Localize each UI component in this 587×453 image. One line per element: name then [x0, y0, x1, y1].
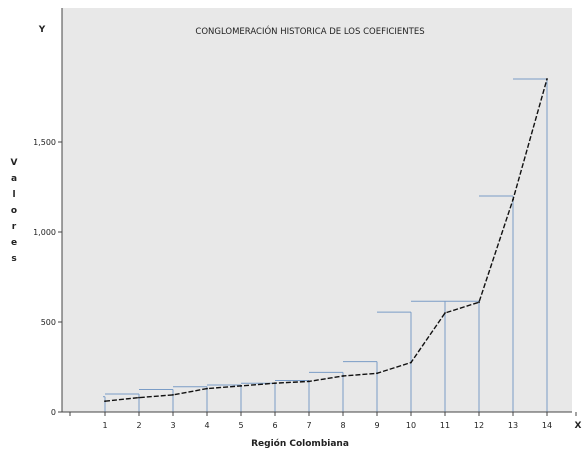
y-axis-letter: Y: [38, 25, 46, 35]
line-point: [342, 375, 344, 377]
x-tick-label: 12: [474, 421, 484, 430]
x-tick-label: 10: [406, 421, 416, 430]
x-ticks-layer: 1 2 3 4 5 6 7 8 9 10 11 12 13 14: [69, 412, 577, 430]
y-tick-label: 500: [41, 318, 56, 327]
line-point: [444, 312, 446, 314]
y-ticks-layer: 0 500 1,000 1,500: [33, 138, 62, 417]
x-tick-label: 1: [102, 421, 107, 430]
chart-title: CONGLOMERACIÓN HISTORICA DE LOS COEFICIE…: [195, 25, 424, 37]
x-tick-label: 2: [136, 421, 141, 430]
line-series-path: [104, 78, 548, 402]
line-point: [376, 372, 378, 375]
axes-layer: [61, 8, 572, 413]
line-point: [546, 78, 548, 80]
x-tick-label: 14: [542, 421, 552, 430]
x-tick-label: 3: [170, 421, 175, 430]
y-axis-label-letter: a: [11, 174, 17, 184]
y-tick-label: 1,500: [33, 138, 56, 147]
plot-area: [62, 8, 572, 412]
line-point: [512, 198, 514, 201]
y-tick-label: 1,000: [33, 228, 56, 237]
x-tick-label: 8: [340, 421, 345, 430]
line-point: [274, 382, 276, 385]
y-axis-label-letter: o: [11, 206, 17, 216]
line-point: [240, 385, 242, 387]
y-axis-label-letter: l: [12, 190, 15, 200]
y-axis-label-letter: s: [11, 254, 16, 264]
line-point: [138, 396, 140, 399]
x-tick-label: 6: [272, 421, 277, 430]
y-axis-label-letter: V: [11, 158, 18, 168]
y-axis-label-letter: e: [11, 238, 17, 248]
line-point: [172, 394, 174, 396]
y-tick-label: 0: [51, 408, 56, 417]
line-series-layer: [104, 78, 548, 403]
line-point: [104, 400, 106, 403]
x-tick-label: 5: [238, 421, 243, 430]
x-tick-label: 4: [204, 421, 209, 430]
line-point: [206, 387, 208, 390]
x-axis-letter: X: [575, 421, 582, 431]
line-point: [308, 380, 310, 383]
line-point: [410, 361, 412, 364]
x-tick-label: 9: [374, 421, 379, 430]
step-series-layer: [103, 78, 548, 412]
x-axis-label: Región Colombiana: [251, 438, 349, 449]
line-point: [478, 301, 480, 304]
x-tick-label: 7: [306, 421, 311, 430]
x-tick-label: 11: [440, 421, 450, 430]
y-axis-label-letter: r: [12, 222, 17, 232]
x-tick-label: 13: [508, 421, 518, 430]
